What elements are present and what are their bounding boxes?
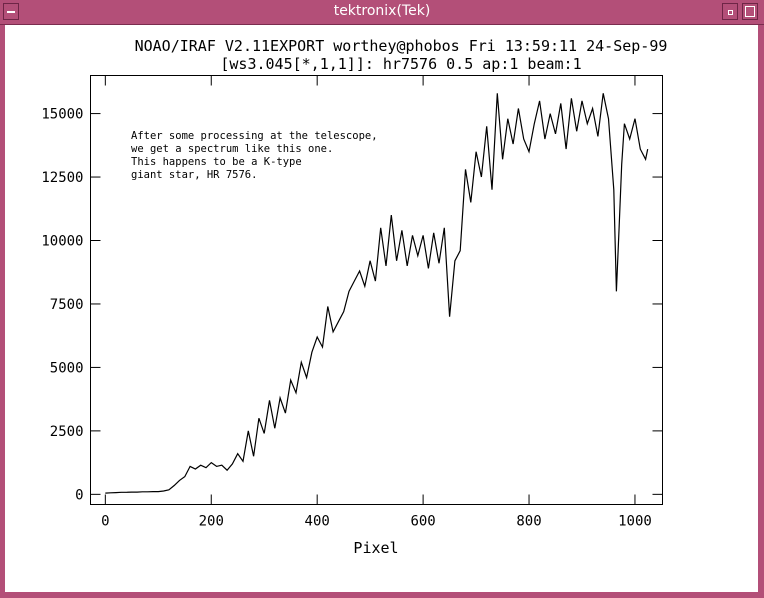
y-tick-label: 10000 <box>41 234 83 250</box>
chart-title: NOAO/IRAF V2.11EXPORT worthey@phobos Fri… <box>135 37 668 55</box>
y-tick-label: 7500 <box>50 297 84 313</box>
y-tick-label: 2500 <box>50 424 84 440</box>
x-tick-label: 600 <box>410 514 435 530</box>
y-tick-label: 5000 <box>50 360 84 376</box>
y-tick-label: 0 <box>75 487 83 503</box>
annotation-line: This happens to be a K-type <box>131 156 302 168</box>
chart-subtitle: [ws3.045[*,1,1]]: hr7576 0.5 ap:1 beam:1 <box>220 55 581 73</box>
y-tick-label: 15000 <box>41 107 83 123</box>
window-titlebar[interactable]: tektronix(Tek) <box>0 0 764 25</box>
maximize-button[interactable] <box>742 3 758 20</box>
x-tick-label: 800 <box>516 514 541 530</box>
x-axis-label: Pixel <box>353 539 398 557</box>
annotation-line: giant star, HR 7576. <box>131 169 257 181</box>
window-menu-button[interactable] <box>3 3 19 20</box>
plot-frame <box>90 75 663 505</box>
spectrum-chart: NOAO/IRAF V2.11EXPORT worthey@phobos Fri… <box>41 37 668 557</box>
window-title: tektronix(Tek) <box>333 3 431 19</box>
plot-canvas: NOAO/IRAF V2.11EXPORT worthey@phobos Fri… <box>5 25 758 592</box>
x-tick-label: 400 <box>305 514 330 530</box>
x-tick-label: 1000 <box>618 514 652 530</box>
spectrum-line <box>105 93 649 494</box>
annotation-line: After some processing at the telescope, <box>131 130 378 142</box>
x-tick-label: 0 <box>101 514 109 530</box>
annotation-line: we get a spectrum like this one. <box>131 143 333 155</box>
y-tick-label: 12500 <box>41 170 83 186</box>
x-tick-label: 200 <box>199 514 224 530</box>
minimize-button[interactable] <box>722 3 738 20</box>
